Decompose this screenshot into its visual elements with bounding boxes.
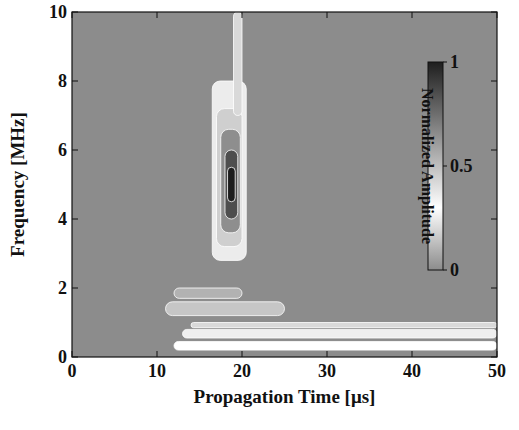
x-tick-label: 30 (318, 361, 336, 381)
y-tick (72, 357, 78, 358)
x-tick-label: 40 (403, 361, 421, 381)
x-axis-title: Propagation Time [μs] (194, 386, 376, 407)
x-tick (497, 351, 498, 357)
colorbar-tick-label: 0 (450, 260, 459, 280)
cell (174, 288, 242, 298)
x-tick (327, 351, 328, 357)
x-tick-label: 10 (148, 361, 166, 381)
y-tick (72, 288, 78, 289)
x-tick-top (412, 12, 413, 18)
chart: 010203040500246810Propagation Time [μs]F… (0, 0, 519, 430)
y-tick-right (491, 357, 497, 358)
x-tick (242, 351, 243, 357)
y-tick (72, 12, 78, 13)
cell (234, 12, 243, 116)
x-tick (412, 351, 413, 357)
cell (217, 109, 243, 247)
cell (228, 167, 236, 202)
y-axis-title: Frequency [MHz] (7, 112, 28, 257)
x-tick-top (497, 12, 498, 18)
y-tick (72, 150, 78, 151)
colorbar-tick (443, 62, 447, 63)
x-tick-label: 50 (488, 361, 506, 381)
plot-background (72, 12, 497, 357)
colorbar-tick-label: 1 (450, 52, 459, 72)
cell (183, 329, 498, 338)
y-tick-right (491, 81, 497, 82)
x-tick (157, 351, 158, 357)
x-tick-top (327, 12, 328, 18)
y-tick (72, 219, 78, 220)
y-tick-right (491, 219, 497, 220)
x-tick-top (157, 12, 158, 18)
x-tick-label: 20 (233, 361, 251, 381)
y-tick-right (491, 12, 497, 13)
colorbar-tick (443, 270, 447, 271)
x-tick-label: 0 (68, 361, 77, 381)
cell (221, 129, 241, 233)
y-tick-label: 10 (49, 2, 67, 22)
cells (166, 12, 498, 350)
y-tick-right (491, 288, 497, 289)
y-tick (72, 81, 78, 82)
colorbar-title: Normalized Amplitude (418, 88, 436, 244)
cell (166, 302, 285, 316)
x-tick (72, 351, 73, 357)
cell (191, 323, 497, 328)
colorbar-tick (443, 166, 447, 167)
x-tick-top (242, 12, 243, 18)
y-tick-label: 0 (58, 347, 67, 367)
y-tick-right (491, 150, 497, 151)
colorbar-tick-label: 0.5 (450, 156, 473, 176)
x-tick-top (72, 12, 73, 18)
y-tick-label: 8 (58, 71, 67, 91)
y-tick-label: 6 (58, 140, 67, 160)
y-tick-label: 2 (58, 278, 67, 298)
plot-frame (72, 12, 497, 357)
y-tick-label: 4 (58, 209, 67, 229)
cell (174, 341, 497, 350)
cell (225, 150, 238, 219)
